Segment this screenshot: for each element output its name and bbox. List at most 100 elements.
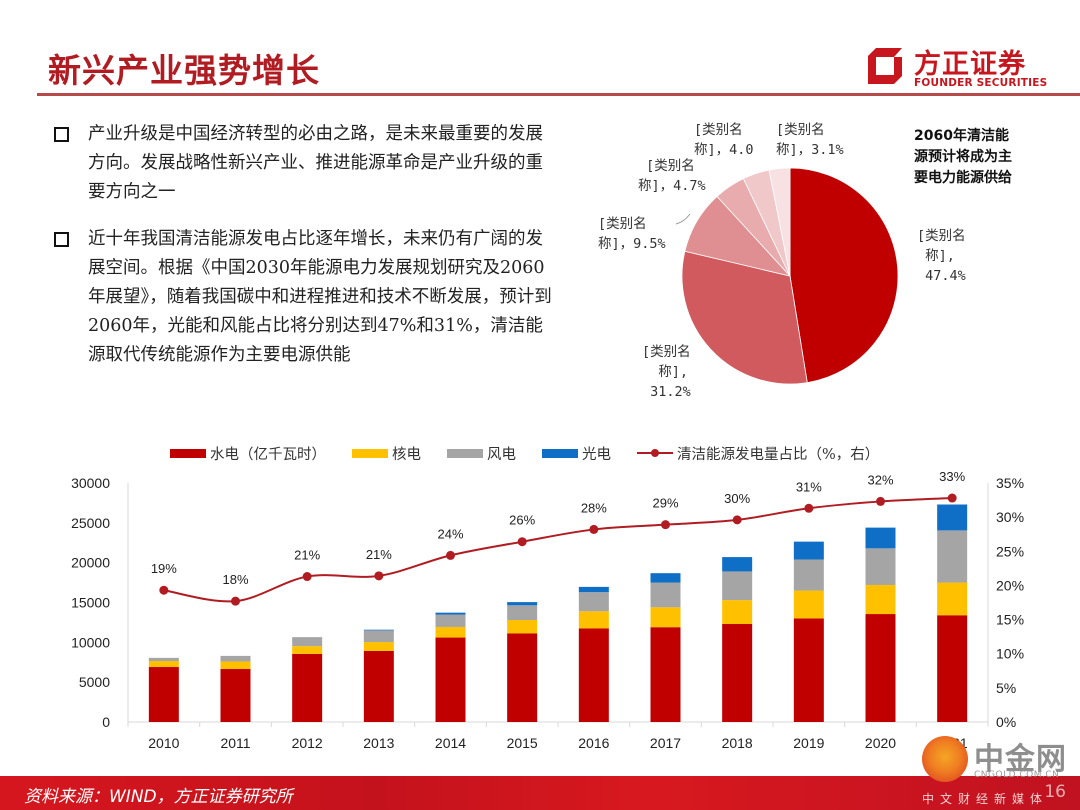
x-tick-label: 2016 xyxy=(578,735,609,751)
legend-label: 水电（亿千瓦时） xyxy=(210,446,326,463)
bar-segment-3 xyxy=(793,541,824,560)
pie-label-0: [类别名 称], 47.4% xyxy=(917,228,966,284)
y-left-tick-label: 20000 xyxy=(71,555,110,571)
bar-segment-0 xyxy=(363,650,394,722)
line-point xyxy=(446,550,455,560)
bar-segment-2 xyxy=(507,605,538,621)
bar-segment-1 xyxy=(435,626,466,638)
line-point xyxy=(732,515,742,525)
line-point xyxy=(231,596,240,606)
x-tick-label: 2017 xyxy=(650,735,681,751)
bar-segment-1 xyxy=(292,646,323,654)
y-right-tick-label: 25% xyxy=(996,543,1024,559)
line-point xyxy=(589,524,599,534)
y-right-tick-label: 35% xyxy=(996,475,1024,491)
logo-chinese-text: 方正证券 xyxy=(914,49,1026,80)
bar-segment-1 xyxy=(148,661,179,668)
y-left-tick-label: 10000 xyxy=(71,634,110,650)
pie-label-4: [类别名 称]，4.0 xyxy=(694,122,754,158)
x-tick-label: 2013 xyxy=(363,735,394,751)
pie-label-3: [类别名 称]，4.7% xyxy=(638,158,706,194)
pie-label-5: [类别名 称]，3.1% xyxy=(776,122,844,158)
y-left-tick-label: 30000 xyxy=(71,475,110,491)
bar-segment-0 xyxy=(507,633,538,722)
bar-segment-1 xyxy=(507,620,538,634)
page-number: 16 xyxy=(1044,782,1066,802)
legend-item-clean-share: 清洁能源发电量占比（%，右） xyxy=(637,443,879,464)
pie-leader-line xyxy=(675,213,691,225)
bullet-text: 近十年我国清洁能源发电占比逐年增长，未来仍有广阔的发展空间。根据《中国2030年… xyxy=(88,229,552,365)
stacked-bar-line-chart: 0 5000 10000 15000 20000 25000 30000 0% 5% 10% 15%… xyxy=(71,469,1024,751)
title-divider xyxy=(37,93,1080,96)
square-bullet-icon xyxy=(54,127,69,142)
chart-legend: 水电（亿千瓦时） 核电 风电 光电 清洁能源发电量占比（%，右） xyxy=(170,442,905,464)
y-right-tick-label: 20% xyxy=(996,577,1024,593)
watermark: 中金网 CNGOLD.COM.CN 中文财经新媒体 xyxy=(918,732,1078,810)
pie-slice-0 xyxy=(789,167,899,384)
line-data-label: 30% xyxy=(724,491,750,506)
line-point xyxy=(517,537,527,547)
bar-segment-3 xyxy=(363,629,394,631)
y-left-tick-label: 25000 xyxy=(71,515,110,531)
bar-segment-2 xyxy=(220,655,251,662)
bullet-item: 产业升级是中国经济转型的必由之路，是未来最重要的发展方向。发展战略性新兴产业、推… xyxy=(52,120,552,207)
legend-label: 清洁能源发电量占比（%，右） xyxy=(677,446,880,463)
pie-slice-5 xyxy=(768,167,791,277)
bar-segment-3 xyxy=(865,527,896,549)
pie-annotation: 2060年清洁能源预计将成为主要电力能源供给 xyxy=(914,128,1012,186)
line-data-label: 19% xyxy=(151,561,177,576)
bar-segment-2 xyxy=(722,571,753,601)
bar-segment-2 xyxy=(435,614,466,627)
watermark-cn: 中金网 xyxy=(974,742,1067,777)
legend-item-wind: 风电 xyxy=(447,443,516,464)
pie-label-1: [类别名 称], 31.2% xyxy=(642,344,691,400)
bar-segment-1 xyxy=(578,611,609,629)
y-left-tick-label: 5000 xyxy=(79,674,110,690)
line-point xyxy=(302,572,312,582)
x-tick-label: 2011 xyxy=(220,735,250,751)
line-data-label: 26% xyxy=(509,513,535,528)
line-point xyxy=(159,585,169,595)
line-data-label: 31% xyxy=(796,479,822,494)
bar-segment-2 xyxy=(937,530,968,583)
legend-line-marker-icon xyxy=(637,449,673,457)
bar-segment-1 xyxy=(220,661,251,670)
footer-bar: 资料来源：WIND，方正证券研究所 16 xyxy=(0,776,1080,810)
legend-swatch xyxy=(352,448,388,458)
bar-segment-3 xyxy=(937,504,968,531)
x-tick-label: 2012 xyxy=(292,735,323,751)
bar-segment-0 xyxy=(793,618,824,722)
bar-segment-3 xyxy=(507,602,538,606)
line-data-label: 33% xyxy=(939,469,965,484)
pie-chart-svg xyxy=(675,167,899,385)
clean-share-line xyxy=(163,497,953,603)
bar-segment-2 xyxy=(363,630,394,643)
bar-segment-0 xyxy=(578,628,609,722)
line-point xyxy=(661,520,670,530)
legend-label: 核电 xyxy=(392,446,421,463)
logo-english-text: FOUNDER SECURITIES xyxy=(914,77,1048,89)
pie-slice-1 xyxy=(681,250,808,385)
y-right-tick-label: 5% xyxy=(996,680,1016,696)
page-title: 新兴产业强势增长 xyxy=(48,51,320,90)
watermark-sub: 中文财经新媒体 xyxy=(922,792,1049,806)
bar-segment-2 xyxy=(578,592,609,612)
line-data-label: 21% xyxy=(294,548,320,563)
line-data-label: 24% xyxy=(437,526,463,541)
bar-segment-1 xyxy=(937,582,968,616)
bar-segment-0 xyxy=(220,669,251,722)
bar-segment-0 xyxy=(722,624,753,722)
legend-swatch xyxy=(170,448,206,458)
square-bullet-icon xyxy=(54,232,69,247)
line-data-label: 18% xyxy=(222,572,248,587)
bar-segment-2 xyxy=(292,637,323,647)
bar-segment-0 xyxy=(148,667,179,722)
x-tick-label: 2015 xyxy=(507,735,538,751)
bar-segment-2 xyxy=(793,559,824,591)
legend-item-nuclear: 核电 xyxy=(352,443,421,464)
bar-segment-3 xyxy=(578,586,609,593)
founder-securities-logo: 方正证券 FOUNDER SECURITIES xyxy=(862,42,1047,94)
bar-segment-1 xyxy=(363,642,394,651)
bar-segment-3 xyxy=(650,573,681,583)
bar-segment-0 xyxy=(435,637,466,722)
